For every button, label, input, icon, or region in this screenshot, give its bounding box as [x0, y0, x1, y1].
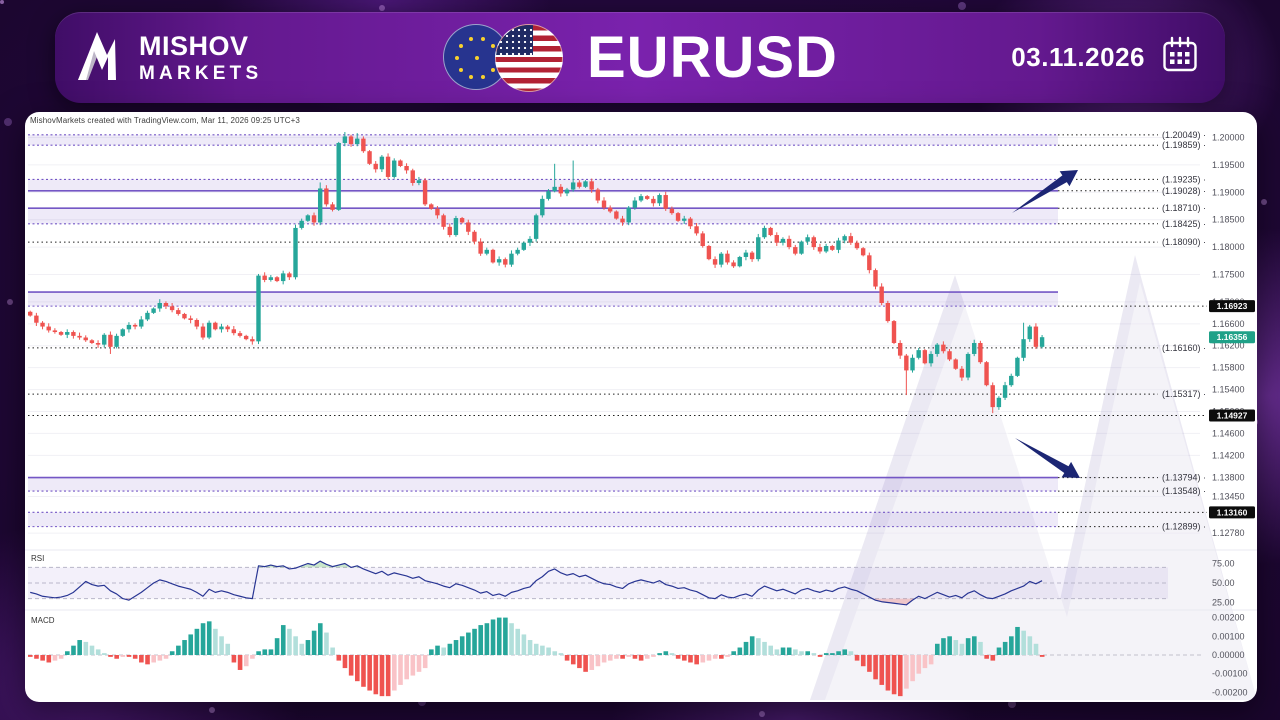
svg-text:(1.18090) ·: (1.18090) · — [1162, 237, 1206, 247]
mishov-logo-icon — [73, 25, 129, 90]
svg-text:1.17500: 1.17500 — [1212, 270, 1245, 280]
macd-histogram — [28, 617, 1045, 697]
svg-text:(1.16160) ·: (1.16160) · — [1162, 343, 1206, 353]
pair-flags — [443, 23, 565, 92]
macd-panel-label: MACD — [31, 616, 55, 625]
svg-text:(1.13794) ·: (1.13794) · — [1162, 473, 1206, 483]
svg-text:1.12780: 1.12780 — [1212, 528, 1245, 538]
candlestick-series — [28, 132, 1045, 414]
svg-text:-0.00100: -0.00100 — [1212, 669, 1248, 679]
rsi-line — [30, 560, 1043, 606]
svg-text:(1.19859) ·: (1.19859) · — [1162, 140, 1206, 150]
svg-text:0.00000: 0.00000 — [1212, 650, 1245, 660]
svg-text:1.16923: 1.16923 — [1217, 301, 1248, 311]
date-label: 03.11.2026 — [1011, 42, 1145, 72]
brand-line2: MARKETS — [139, 62, 263, 84]
brand: MISHOV MARKETS — [73, 25, 333, 90]
svg-text:(1.12899) ·: (1.12899) · — [1162, 522, 1206, 532]
price-levels — [28, 134, 1207, 528]
rsi-series — [30, 560, 1043, 606]
svg-text:1.18500: 1.18500 — [1212, 215, 1245, 225]
svg-text:1.13450: 1.13450 — [1212, 491, 1245, 501]
mishov-watermark — [810, 255, 1257, 700]
svg-text:25.00: 25.00 — [1212, 598, 1235, 608]
price-axis: 1.20000 1.19500 1.19000 1.18500 1.18000 1.175… — [1162, 130, 1248, 698]
chart-canvas[interactable]: 1.20000 1.19500 1.19000 1.18500 1.18000 1.175… — [25, 112, 1257, 702]
svg-text:(1.19235) ·: (1.19235) · — [1162, 174, 1206, 184]
pair-title: EURUSD — [443, 23, 838, 92]
price-badges: 1.16923 1.14927 1.13160 1.16356 — [1209, 300, 1255, 519]
down-arrow — [1015, 438, 1080, 478]
brand-text: MISHOV MARKETS — [139, 30, 263, 84]
svg-text:75.00: 75.00 — [1212, 559, 1235, 569]
up-arrow — [1012, 170, 1078, 213]
svg-text:1.13160: 1.13160 — [1217, 507, 1248, 517]
brand-line1: MISHOV — [139, 30, 249, 61]
svg-text:(1.15317) ·: (1.15317) · — [1162, 389, 1206, 399]
svg-text:1.16600: 1.16600 — [1212, 319, 1245, 329]
date-block: 03.11.2026 — [1011, 35, 1199, 80]
gridlines — [28, 137, 1200, 534]
symbol-title: EURUSD — [587, 25, 838, 90]
calendar-icon — [1161, 35, 1199, 80]
svg-text:50.00: 50.00 — [1212, 578, 1235, 588]
chart-card: MishovMarkets created with TradingView.c… — [25, 112, 1257, 702]
svg-text:(1.13548) ·: (1.13548) · — [1162, 486, 1206, 496]
svg-text:1.16356: 1.16356 — [1217, 332, 1248, 342]
svg-text:1.18000: 1.18000 — [1212, 242, 1245, 252]
annotation-arrows — [1012, 170, 1080, 478]
svg-text:1.15800: 1.15800 — [1212, 363, 1245, 373]
us-flag-icon — [495, 23, 563, 92]
svg-text:(1.20049) ·: (1.20049) · — [1162, 130, 1206, 140]
svg-text:1.16200: 1.16200 — [1212, 341, 1245, 351]
svg-text:(1.19028) ·: (1.19028) · — [1162, 186, 1206, 196]
svg-text:0.00200: 0.00200 — [1212, 613, 1245, 623]
svg-text:1.13800: 1.13800 — [1212, 472, 1245, 482]
svg-text:1.19500: 1.19500 — [1212, 160, 1245, 170]
background-sparkles — [0, 0, 4, 4]
svg-text:1.14200: 1.14200 — [1212, 450, 1245, 460]
svg-text:1.19000: 1.19000 — [1212, 187, 1245, 197]
svg-text:-0.00200: -0.00200 — [1212, 687, 1248, 697]
svg-text:1.15400: 1.15400 — [1212, 385, 1245, 395]
svg-text:1.20000: 1.20000 — [1212, 133, 1245, 143]
svg-text:(1.18425) ·: (1.18425) · — [1162, 219, 1206, 229]
svg-text:1.14927: 1.14927 — [1217, 411, 1248, 421]
svg-text:0.00100: 0.00100 — [1212, 631, 1245, 641]
attribution-text: MishovMarkets created with TradingView.c… — [30, 116, 300, 125]
svg-text:(1.18710) ·: (1.18710) · — [1162, 203, 1206, 213]
svg-text:1.14600: 1.14600 — [1212, 428, 1245, 438]
rsi-panel-label: RSI — [31, 554, 45, 563]
header-banner: MISHOV MARKETS EURUSD 03.11.2026 — [55, 12, 1225, 103]
